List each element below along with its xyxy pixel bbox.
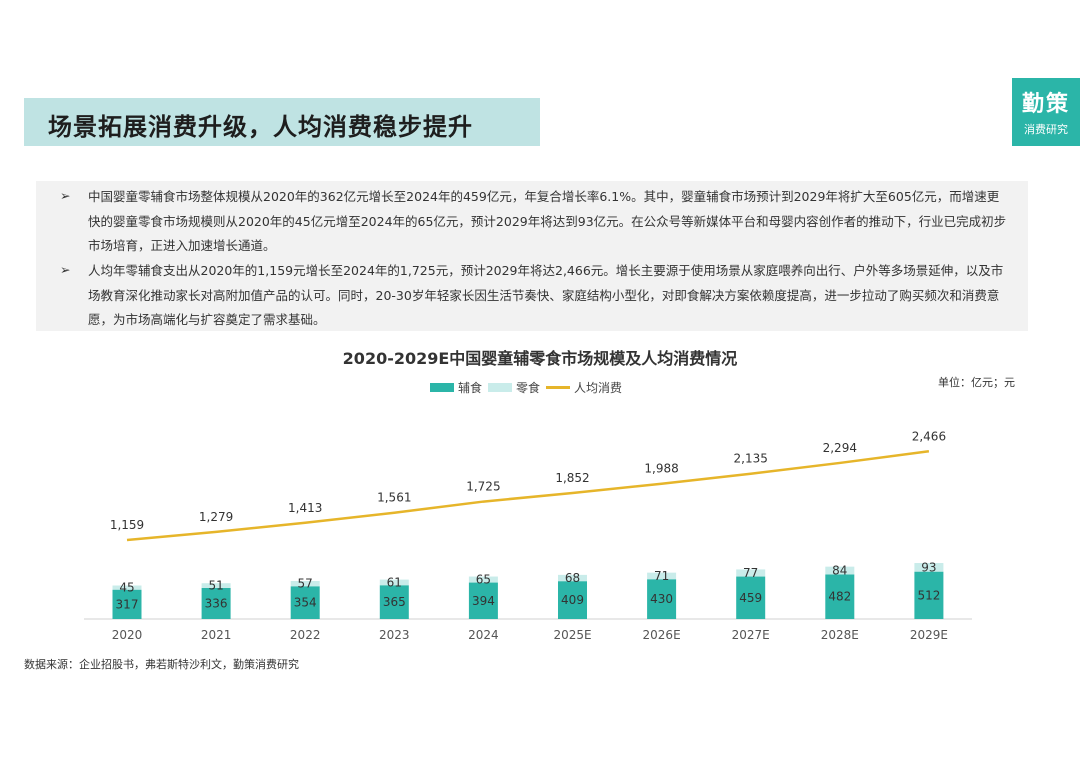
line-per-capita xyxy=(126,450,930,542)
label-fushi: 336 xyxy=(205,596,228,610)
label-per-capita: 1,279 xyxy=(199,510,233,524)
label-lingshi: 51 xyxy=(208,579,223,593)
summary-paragraph-1: 中国婴童零辅食市场整体规模从2020年的362亿元增长至2024年的459亿元，… xyxy=(88,189,1007,253)
chart-unit: 单位：亿元；元 xyxy=(938,376,1015,389)
label-per-capita: 1,413 xyxy=(288,501,322,515)
label-per-capita: 1,561 xyxy=(377,491,411,505)
page-title: 场景拓展消费升级，人均消费稳步提升 xyxy=(48,113,473,141)
logo-sub-text: 消费研究 xyxy=(1024,123,1068,136)
summary-box: ➢ 中国婴童零辅食市场整体规模从2020年的362亿元增长至2024年的459亿… xyxy=(36,181,1028,331)
label-lingshi: 93 xyxy=(921,560,936,574)
x-tick-label: 2026E xyxy=(643,628,681,642)
label-fushi: 430 xyxy=(650,592,673,606)
legend-label-fushi: 辅食 xyxy=(458,381,483,395)
x-tick-label: 2020 xyxy=(112,628,143,642)
label-lingshi: 57 xyxy=(298,577,313,591)
label-fushi: 354 xyxy=(294,596,317,610)
x-tick-label: 2021 xyxy=(201,628,232,642)
label-fushi: 482 xyxy=(828,590,851,604)
bar-lingshi xyxy=(468,576,498,583)
bar-fushi xyxy=(647,579,677,619)
legend-label-lingshi: 零食 xyxy=(516,381,541,395)
bar-fushi xyxy=(736,576,766,619)
bar-fushi xyxy=(290,586,320,619)
label-lingshi: 61 xyxy=(387,575,402,589)
label-lingshi: 68 xyxy=(565,571,580,585)
bar-fushi xyxy=(558,581,587,619)
logo-main-text: 勤策 xyxy=(1021,92,1070,117)
x-tick-label: 2029E xyxy=(910,628,948,642)
label-per-capita: 2,466 xyxy=(912,429,946,443)
bar-lingshi xyxy=(558,574,587,582)
bullet-arrow-icon: ➢ xyxy=(60,188,71,203)
label-fushi: 365 xyxy=(383,595,406,609)
bar-fushi xyxy=(825,574,855,619)
label-lingshi: 65 xyxy=(476,573,491,587)
bar-lingshi xyxy=(736,569,766,577)
label-lingshi: 71 xyxy=(654,569,669,583)
legend-label-per-capita: 人均消费 xyxy=(574,381,623,395)
section-title-bar: 场景拓展消费升级，人均消费稳步提升 xyxy=(24,98,540,146)
bar-fushi xyxy=(201,587,231,619)
label-fushi: 409 xyxy=(561,593,584,607)
bar-lingshi xyxy=(825,566,855,575)
label-per-capita: 2,135 xyxy=(734,452,768,466)
x-tick-label: 2027E xyxy=(732,628,770,642)
bar-lingshi xyxy=(201,583,231,588)
data-source-note: 数据来源：企业招股书，弗若斯特沙利文，勤策消费研究 xyxy=(24,658,299,671)
bar-lingshi xyxy=(379,579,409,586)
bar-lingshi xyxy=(290,580,320,587)
label-per-capita: 2,294 xyxy=(823,441,857,455)
label-lingshi: 77 xyxy=(743,566,758,580)
bullet-arrow-icon: ➢ xyxy=(60,262,71,277)
label-per-capita: 1,852 xyxy=(555,471,589,485)
x-tick-label: 2023 xyxy=(379,628,410,642)
x-tick-label: 2022 xyxy=(290,628,321,642)
legend-swatch-fushi xyxy=(430,383,454,392)
x-tick-label: 2028E xyxy=(821,628,859,642)
summary-paragraph-2: 人均年零辅食支出从2020年的1,159元增长至2024年的1,725元，预计2… xyxy=(88,263,1004,327)
x-tick-label: 2024 xyxy=(468,628,499,642)
label-per-capita: 1,725 xyxy=(466,480,500,494)
bar-fushi xyxy=(468,582,498,619)
legend-line-per-capita xyxy=(546,386,570,389)
bar-fushi xyxy=(914,571,944,619)
label-per-capita: 1,159 xyxy=(110,518,144,532)
label-fushi: 459 xyxy=(739,591,762,605)
bar-lingshi xyxy=(914,563,944,572)
bar-lingshi xyxy=(647,572,677,580)
bar-lingshi xyxy=(112,585,142,590)
label-per-capita: 1,988 xyxy=(644,462,678,476)
label-fushi: 317 xyxy=(116,597,139,611)
label-lingshi: 84 xyxy=(832,564,847,578)
label-lingshi: 45 xyxy=(119,581,134,595)
label-fushi: 394 xyxy=(472,594,495,608)
legend-swatch-lingshi xyxy=(488,383,512,392)
label-fushi: 512 xyxy=(917,588,940,602)
chart-title: 2020-2029E中国婴童辅零食市场规模及人均消费情况 xyxy=(342,349,738,368)
bar-fushi xyxy=(379,585,409,619)
bar-fushi xyxy=(112,589,142,619)
brand-logo: 勤策 消费研究 xyxy=(1012,78,1080,146)
x-tick-label: 2025E xyxy=(553,628,591,642)
